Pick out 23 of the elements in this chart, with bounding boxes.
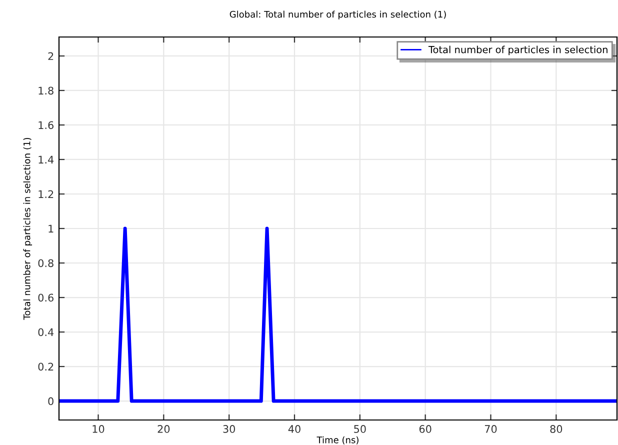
y-tick-label: 0 [48,397,54,406]
chart-title: Global: Total number of particles in selection (1) [230,10,446,20]
y-tick-label: 0.2 [38,362,54,371]
y-tick-label: 1.2 [38,190,54,198]
x-tick-label: 60 [419,425,432,433]
y-tick-label: 1 [48,224,54,232]
y-tick-label: 0.6 [38,294,54,302]
y-tick-label: 1.6 [38,121,54,130]
y-tick-label: 1.8 [38,86,54,95]
x-tick-label: 20 [158,425,170,433]
y-tick-label: 2 [48,52,54,60]
x-tick-label: 80 [550,425,562,433]
x-tick-label: 50 [354,425,366,433]
x-tick-label: 30 [223,425,236,433]
x-tick-label: 10 [92,425,104,433]
y-tick-label: 0.8 [38,259,54,268]
y-tick-label: 0.4 [38,328,54,336]
y-axis-title: Total number of particles in selection (1) [23,138,32,320]
y-tick-label: 1.4 [38,156,54,164]
x-tick-label: 40 [288,425,300,433]
legend-label: Total number of particles in selection [428,46,608,56]
x-tick-label: 70 [484,425,497,433]
x-axis-title: Time (ns) [316,436,358,444]
